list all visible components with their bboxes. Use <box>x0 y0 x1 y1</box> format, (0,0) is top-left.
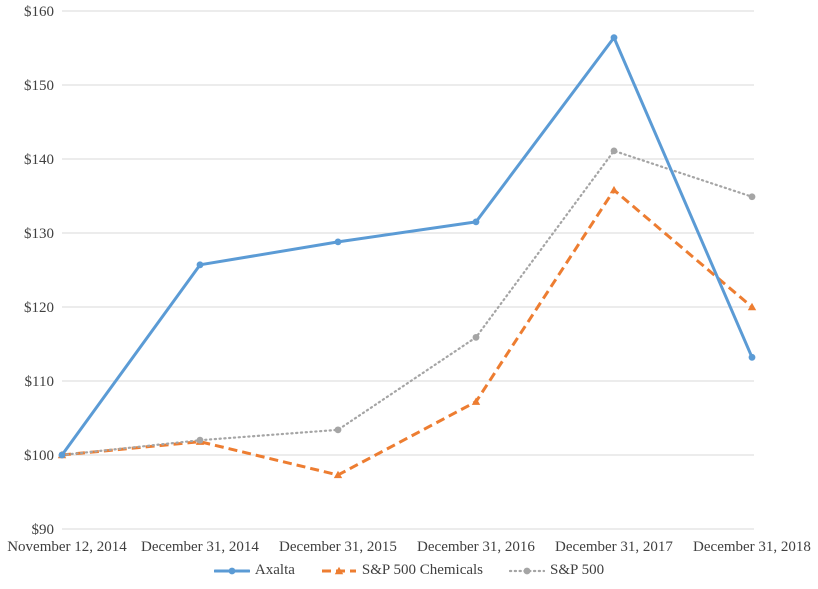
y-axis-tick-label: $110 <box>25 374 54 390</box>
y-axis-tick-label: $140 <box>24 152 54 168</box>
legend-marker-icon <box>321 566 356 574</box>
data-point-marker-s-p-500 <box>610 147 618 155</box>
data-point-marker-axalta <box>196 261 204 269</box>
data-point-marker-s-p-500-chemicals <box>333 470 343 479</box>
series-line-axalta <box>60 36 754 457</box>
data-point-marker-axalta <box>610 34 618 42</box>
data-point-marker-axalta <box>58 451 66 459</box>
x-axis-tick-label: December 31, 2018 <box>693 539 811 555</box>
legend-marker-icon <box>213 567 250 574</box>
y-axis-tick-label: $100 <box>24 448 54 464</box>
data-point-marker-axalta <box>748 353 756 361</box>
data-point-marker-s-p-500 <box>334 426 342 434</box>
data-point-marker-s-p-500-chemicals <box>471 397 481 405</box>
data-point-marker-s-p-500-chemicals <box>747 302 757 311</box>
chart-plot-area: $90 $100 $110 $120 $130 $140 $150 $160 November … <box>7 4 811 555</box>
legend-item-s-p-500-chemicals: S&P 500 Chemicals <box>321 562 483 579</box>
legend-item-s-p-500: S&P 500 <box>509 562 604 579</box>
legend-label: S&P 500 <box>550 562 605 578</box>
x-axis-tick-label: November 12, 2014 <box>7 539 127 555</box>
x-axis-tick-label: December 31, 2016 <box>417 539 535 555</box>
y-axis-tick-label: $90 <box>32 522 55 538</box>
y-axis-tick-label: $130 <box>24 226 54 242</box>
x-axis-tick-label: December 31, 2014 <box>141 539 259 555</box>
data-point-marker-s-p-500 <box>196 436 204 444</box>
data-point-marker-s-p-500 <box>472 333 480 341</box>
data-point-marker-axalta <box>472 218 480 226</box>
legend-label: S&P 500 Chemicals <box>361 562 484 578</box>
legend-label: Axalta <box>254 562 295 578</box>
data-point-marker-axalta <box>334 238 342 246</box>
x-axis-tick-label: December 31, 2015 <box>279 539 397 555</box>
y-axis-tick-label: $150 <box>24 78 54 94</box>
y-axis-tick-label: $120 <box>24 300 54 316</box>
y-axis-tick-label: $160 <box>24 4 54 20</box>
data-point-marker-s-p-500 <box>748 193 756 201</box>
x-axis-tick-label: December 31, 2017 <box>555 539 673 555</box>
series-line-s-p-500-chemicals <box>61 188 753 477</box>
data-point-marker-s-p-500-chemicals <box>609 185 619 194</box>
chart-legend: Axalta S&P 500 Chemicals S&P 500 <box>0 562 818 579</box>
series-line-s-p-500 <box>60 149 754 457</box>
legend-item-axalta: Axalta <box>213 562 295 579</box>
legend-marker-icon <box>509 567 546 574</box>
